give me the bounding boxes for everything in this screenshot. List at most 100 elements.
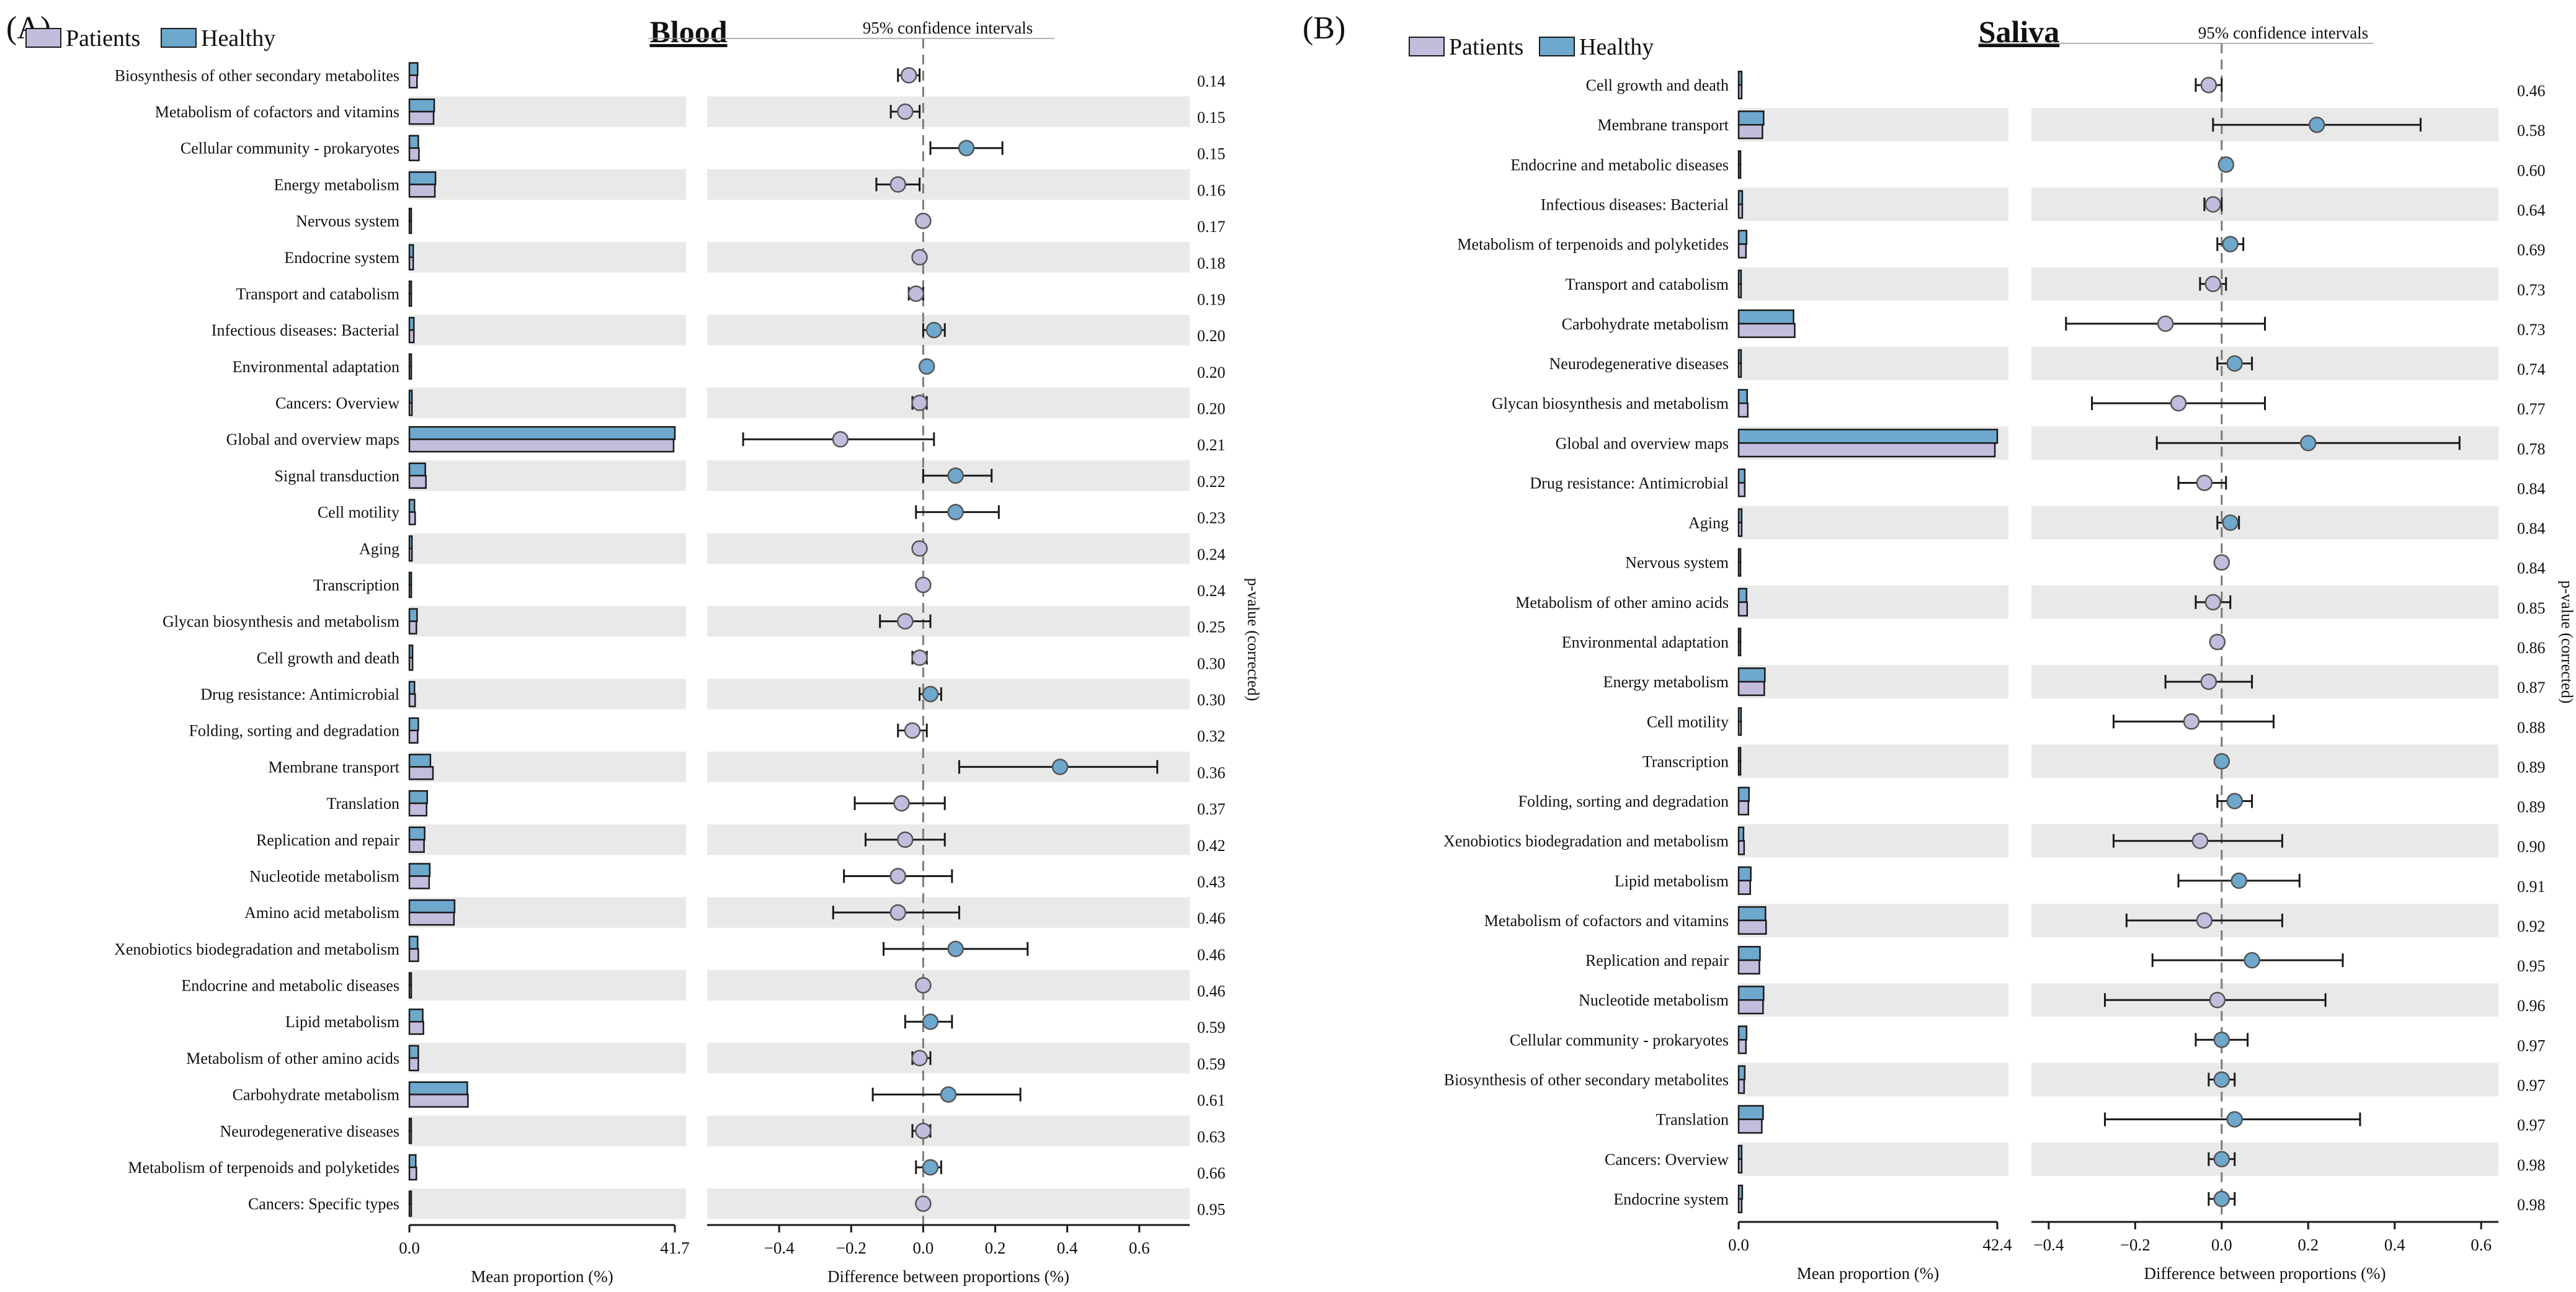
bar-healthy [1737, 627, 1742, 643]
p-value: 0.16 [1197, 181, 1226, 199]
bar-patients [408, 293, 412, 307]
category-label: Membrane transport [1597, 116, 1729, 134]
p-value: 0.95 [1197, 1201, 1226, 1219]
bar-patients [408, 402, 413, 416]
p-value: 0.84 [2517, 479, 2546, 497]
category-label: Nervous system [1625, 554, 1729, 572]
category-label: Infectious diseases: Bacterial [212, 321, 399, 339]
bar-healthy [408, 353, 412, 368]
p-value: 0.58 [2517, 122, 2546, 140]
row-band-bar-21 [1739, 904, 2008, 937]
difference-point [2213, 753, 2231, 770]
bar-healthy [408, 644, 414, 659]
bar-patients [1737, 999, 1764, 1015]
diff-axis-tick-label: 0.2 [2297, 1236, 2319, 1254]
category-label: Cell motility [318, 504, 399, 522]
bar-patients [408, 1130, 412, 1144]
bar-patients [408, 766, 434, 780]
p-value: 0.24 [1197, 545, 1226, 563]
row-band-diff-3 [707, 169, 1190, 200]
difference-point [2213, 1190, 2231, 1208]
bar-patients [408, 693, 416, 708]
category-label: Environmental adaptation [1562, 633, 1729, 651]
p-value: 0.84 [2517, 520, 2546, 538]
bar-healthy [1737, 389, 1749, 404]
category-label: Endocrine system [284, 249, 399, 267]
diff-axis-tick-label: 0.0 [912, 1239, 934, 1257]
bar-healthy [1737, 1184, 1744, 1200]
bar-healthy [408, 790, 428, 804]
bar-healthy [1737, 309, 1794, 325]
bar-patients [1737, 442, 1996, 458]
legend-a-patients-swatch [25, 28, 61, 48]
legend-b: Patients Healthy [1409, 34, 1654, 60]
bar-patients [1737, 1158, 1743, 1174]
category-label: Metabolism of other amino acids [1515, 594, 1729, 612]
difference-point [2191, 832, 2209, 849]
diff-axis-tick-label: 0.6 [2471, 1236, 2492, 1254]
p-value: 0.84 [2517, 559, 2546, 577]
p-value: 0.89 [2517, 758, 2546, 776]
difference-point [2209, 991, 2226, 1009]
difference-point [2226, 1111, 2243, 1128]
p-value: 0.36 [1197, 764, 1226, 782]
difference-point [889, 176, 906, 193]
difference-point [2196, 912, 2213, 929]
difference-point [915, 576, 932, 594]
difference-point [911, 394, 928, 411]
category-label: Transport and catabolism [236, 285, 399, 303]
row-band-diff-3 [2031, 187, 2498, 221]
row-band-bar-21 [409, 824, 686, 855]
bar-patients [408, 802, 427, 817]
difference-point [911, 249, 928, 266]
bar-axis-title: Mean proportion (%) [1797, 1264, 1939, 1283]
panel-a-ci-label: 95% confidence intervals [863, 19, 1033, 37]
pvalue-axis-title: p-value (corrected) [2558, 581, 2576, 703]
difference-point [2204, 594, 2222, 611]
category-label: Drug resistance: Antimicrobial [1530, 474, 1729, 492]
bar-healthy [1737, 150, 1742, 166]
bar-healthy [408, 826, 426, 841]
difference-point [2200, 673, 2217, 690]
diff-axis-title: Difference between proportions (%) [2144, 1264, 2386, 1283]
bar-patients [408, 620, 417, 635]
category-label: Cell motility [1647, 713, 1729, 731]
category-label: Lipid metabolism [1615, 872, 1729, 890]
row-band-diff-5 [2031, 267, 2498, 301]
bar-patients [1737, 919, 1767, 935]
row-band-bar-9 [409, 387, 686, 419]
bar-healthy [1737, 866, 1752, 882]
category-label: Folding, sorting and degradation [1518, 793, 1729, 811]
bar-patients [408, 74, 418, 89]
category-label: Xenobiotics biodegradation and metabolis… [1443, 832, 1729, 850]
bar-healthy [1737, 1144, 1743, 1161]
row-band-bar-1 [409, 96, 686, 127]
p-value: 0.98 [2517, 1196, 2546, 1214]
pvalue-axis-title: p-value (corrected) [1244, 578, 1262, 701]
bar-patients [408, 438, 675, 453]
difference-point [2244, 951, 2260, 969]
difference-point [897, 103, 914, 120]
category-label: Metabolism of terpenoids and polyketides [128, 1159, 399, 1177]
row-band-bar-3 [1739, 187, 2008, 221]
category-label: Cancers: Overview [275, 394, 399, 412]
diff-axis-tick-label: 0.4 [1057, 1239, 1078, 1257]
legend-a-healthy-swatch [161, 28, 197, 48]
bar-healthy [1737, 707, 1742, 723]
bar-patients [1737, 164, 1742, 179]
bar-patients [408, 548, 413, 562]
bar-patients [1737, 203, 1744, 219]
diff-axis-tick-label: 0.0 [2211, 1236, 2232, 1254]
bar-healthy [1737, 508, 1743, 523]
p-value: 0.22 [1197, 473, 1226, 491]
p-value: 0.92 [2517, 917, 2546, 935]
difference-point [2200, 76, 2217, 94]
difference-point [900, 67, 917, 84]
category-label: Nucleotide metabolism [249, 867, 399, 885]
category-label: Global and overview maps [226, 430, 399, 448]
category-label: Metabolism of terpenoids and polyketides [1457, 236, 1729, 254]
bar-patients [1737, 959, 1760, 975]
p-value: 0.30 [1197, 654, 1226, 672]
p-value: 0.25 [1197, 618, 1226, 636]
bar-axis-tick-label: 0.0 [399, 1239, 420, 1257]
